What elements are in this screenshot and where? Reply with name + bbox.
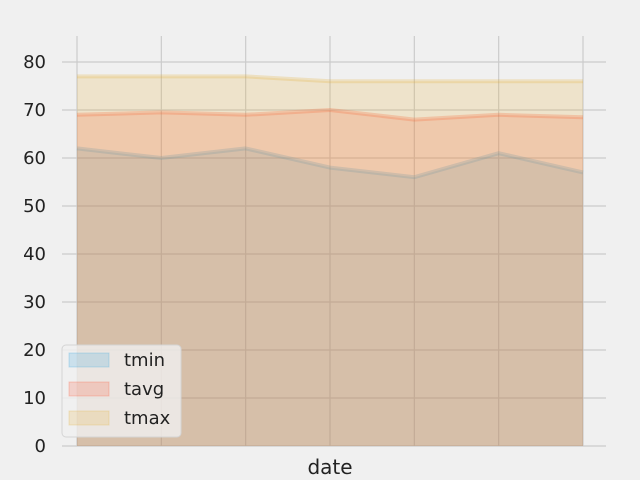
y-tick-label: 10 [23, 388, 46, 409]
area-tavg [77, 110, 583, 446]
area-tmin [77, 148, 583, 446]
legend-box [61, 344, 182, 438]
line-tavg [76, 108, 584, 122]
line-tmin [76, 146, 584, 180]
x-axis-label: date [307, 455, 352, 479]
legend-label-tmin: tmin [124, 350, 165, 371]
y-tick-label: 20 [23, 340, 46, 361]
y-tick-label: 0 [35, 436, 46, 457]
area-tmax [77, 76, 583, 447]
legend-swatch-tavg [68, 381, 110, 397]
legend-swatch-tmin [68, 352, 110, 368]
line-tmax [77, 74, 583, 84]
y-tick-label: 30 [23, 292, 46, 313]
legend-label-tmax: tmax [124, 408, 171, 429]
legend-label-tavg: tavg [124, 379, 164, 400]
y-tick-label: 40 [23, 244, 46, 265]
y-tick-label: 70 [23, 100, 46, 121]
legend-swatch-tmax [68, 410, 110, 426]
series-areas [76, 74, 584, 447]
y-tick-labels: 0 10 20 30 40 50 60 70 80 [23, 52, 46, 457]
legend: tmin tavg tmax [61, 344, 182, 438]
y-tick-label: 80 [23, 52, 46, 73]
y-tick-label: 60 [23, 148, 46, 169]
y-tick-label: 50 [23, 196, 46, 217]
